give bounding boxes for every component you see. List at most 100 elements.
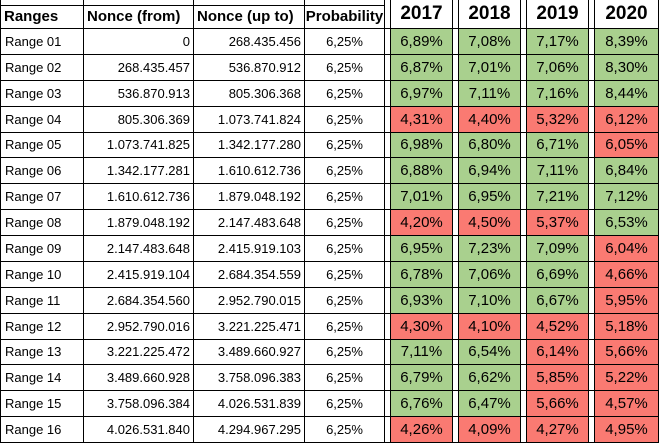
cell-nonce-from[interactable]: 2.952.790.016 <box>84 313 194 340</box>
cell-year-value[interactable]: 6,67% <box>526 287 589 314</box>
cell-probability[interactable]: 6,25% <box>305 236 385 262</box>
cell-year-value[interactable]: 5,32% <box>526 106 589 133</box>
cell-probability[interactable]: 6,25% <box>305 287 385 314</box>
header-nonce-up-to[interactable]: Nonce (up to) <box>194 0 305 29</box>
cell-nonce-from[interactable]: 536.870.913 <box>84 80 194 107</box>
cell-year-value[interactable]: 6,71% <box>526 132 589 159</box>
header-probability[interactable]: Probability <box>305 0 385 29</box>
cell-nonce-from[interactable]: 3.758.096.384 <box>84 391 194 418</box>
cell-range-label[interactable]: Range 13 <box>0 339 84 366</box>
cell-nonce-up-to[interactable]: 1.073.741.824 <box>194 106 305 133</box>
cell-year-value[interactable]: 7,08% <box>458 29 521 55</box>
cell-nonce-up-to[interactable]: 4.294.967.295 <box>194 417 305 443</box>
cell-year-value[interactable]: 6,93% <box>390 287 453 314</box>
cell-nonce-up-to[interactable]: 3.221.225.471 <box>194 313 305 340</box>
cell-year-value[interactable]: 7,10% <box>458 287 521 314</box>
cell-year-value[interactable]: 4,10% <box>458 313 521 340</box>
cell-year-value[interactable]: 7,11% <box>390 339 453 366</box>
cell-year-value[interactable]: 5,22% <box>594 365 659 392</box>
cell-year-value[interactable]: 5,18% <box>594 313 659 340</box>
cell-year-value[interactable]: 6,69% <box>526 261 589 288</box>
cell-year-value[interactable]: 6,12% <box>594 106 659 133</box>
cell-range-label[interactable]: Range 01 <box>0 29 84 55</box>
cell-year-value[interactable]: 7,16% <box>526 80 589 107</box>
cell-nonce-from[interactable]: 2.415.919.104 <box>84 261 194 288</box>
header-nonce-from[interactable]: Nonce (from) <box>84 0 194 29</box>
cell-probability[interactable]: 6,25% <box>305 313 385 340</box>
cell-year-value[interactable]: 6,79% <box>390 365 453 392</box>
cell-year-value[interactable]: 6,76% <box>390 391 453 418</box>
cell-year-value[interactable]: 7,09% <box>526 236 589 262</box>
cell-year-value[interactable]: 6,95% <box>458 184 521 211</box>
cell-year-value[interactable]: 6,98% <box>390 132 453 159</box>
cell-range-label[interactable]: Range 12 <box>0 313 84 340</box>
cell-nonce-up-to[interactable]: 536.870.912 <box>194 54 305 81</box>
cell-year-value[interactable]: 4,26% <box>390 417 453 443</box>
cell-nonce-from[interactable]: 2.147.483.648 <box>84 236 194 262</box>
cell-range-label[interactable]: Range 14 <box>0 365 84 392</box>
cell-year-value[interactable]: 6,14% <box>526 339 589 366</box>
cell-year-value[interactable]: 4,30% <box>390 313 453 340</box>
cell-year-value[interactable]: 6,78% <box>390 261 453 288</box>
cell-probability[interactable]: 6,25% <box>305 80 385 107</box>
cell-year-value[interactable]: 6,47% <box>458 391 521 418</box>
header-year-2017[interactable]: 2017 <box>390 0 453 29</box>
cell-year-value[interactable]: 6,95% <box>390 236 453 262</box>
cell-year-value[interactable]: 4,95% <box>594 417 659 443</box>
cell-probability[interactable]: 6,25% <box>305 261 385 288</box>
cell-year-value[interactable]: 4,50% <box>458 210 521 236</box>
cell-year-value[interactable]: 7,11% <box>526 158 589 185</box>
cell-year-value[interactable]: 8,44% <box>594 80 659 107</box>
cell-year-value[interactable]: 7,23% <box>458 236 521 262</box>
cell-nonce-from[interactable]: 0 <box>84 29 194 55</box>
cell-probability[interactable]: 6,25% <box>305 417 385 443</box>
cell-nonce-from[interactable]: 805.306.369 <box>84 106 194 133</box>
cell-range-label[interactable]: Range 16 <box>0 417 84 443</box>
cell-year-value[interactable]: 5,37% <box>526 210 589 236</box>
cell-range-label[interactable]: Range 05 <box>0 132 84 159</box>
cell-year-value[interactable]: 4,52% <box>526 313 589 340</box>
cell-range-label[interactable]: Range 02 <box>0 54 84 81</box>
cell-year-value[interactable]: 8,30% <box>594 54 659 81</box>
cell-nonce-up-to[interactable]: 4.026.531.839 <box>194 391 305 418</box>
cell-year-value[interactable]: 4,27% <box>526 417 589 443</box>
cell-year-value[interactable]: 6,53% <box>594 210 659 236</box>
cell-range-label[interactable]: Range 11 <box>0 287 84 314</box>
cell-year-value[interactable]: 7,12% <box>594 184 659 211</box>
cell-year-value[interactable]: 6,94% <box>458 158 521 185</box>
cell-year-value[interactable]: 6,05% <box>594 132 659 159</box>
cell-nonce-up-to[interactable]: 2.684.354.559 <box>194 261 305 288</box>
cell-nonce-up-to[interactable]: 1.342.177.280 <box>194 132 305 159</box>
cell-nonce-from[interactable]: 3.489.660.928 <box>84 365 194 392</box>
cell-year-value[interactable]: 4,66% <box>594 261 659 288</box>
header-year-2019[interactable]: 2019 <box>526 0 589 29</box>
cell-year-value[interactable]: 6,04% <box>594 236 659 262</box>
cell-year-value[interactable]: 6,84% <box>594 158 659 185</box>
cell-range-label[interactable]: Range 09 <box>0 236 84 262</box>
cell-year-value[interactable]: 4,40% <box>458 106 521 133</box>
cell-year-value[interactable]: 5,85% <box>526 365 589 392</box>
cell-year-value[interactable]: 7,11% <box>458 80 521 107</box>
cell-nonce-from[interactable]: 1.610.612.736 <box>84 184 194 211</box>
cell-nonce-up-to[interactable]: 805.306.368 <box>194 80 305 107</box>
cell-probability[interactable]: 6,25% <box>305 365 385 392</box>
cell-range-label[interactable]: Range 07 <box>0 184 84 211</box>
header-year-2020[interactable]: 2020 <box>594 0 659 29</box>
cell-nonce-up-to[interactable]: 268.435.456 <box>194 29 305 55</box>
cell-range-label[interactable]: Range 15 <box>0 391 84 418</box>
cell-probability[interactable]: 6,25% <box>305 106 385 133</box>
cell-year-value[interactable]: 7,01% <box>390 184 453 211</box>
cell-year-value[interactable]: 5,66% <box>526 391 589 418</box>
cell-probability[interactable]: 6,25% <box>305 29 385 55</box>
cell-probability[interactable]: 6,25% <box>305 54 385 81</box>
cell-range-label[interactable]: Range 10 <box>0 261 84 288</box>
cell-nonce-up-to[interactable]: 3.758.096.383 <box>194 365 305 392</box>
cell-probability[interactable]: 6,25% <box>305 158 385 185</box>
header-year-2018[interactable]: 2018 <box>458 0 521 29</box>
cell-nonce-up-to[interactable]: 1.879.048.192 <box>194 184 305 211</box>
cell-nonce-from[interactable]: 268.435.457 <box>84 54 194 81</box>
cell-year-value[interactable]: 4,09% <box>458 417 521 443</box>
cell-probability[interactable]: 6,25% <box>305 210 385 236</box>
cell-nonce-from[interactable]: 2.684.354.560 <box>84 287 194 314</box>
cell-year-value[interactable]: 6,97% <box>390 80 453 107</box>
